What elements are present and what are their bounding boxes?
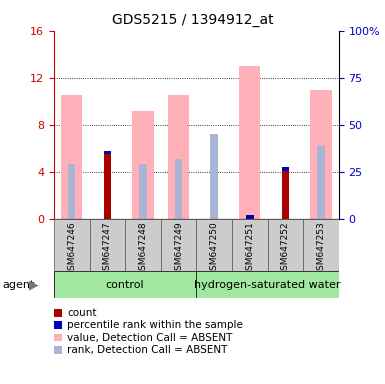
Bar bbox=[303, 219, 339, 271]
Text: count: count bbox=[67, 308, 97, 318]
Text: control: control bbox=[106, 280, 144, 290]
Bar bbox=[61, 95, 82, 219]
Bar bbox=[54, 219, 90, 271]
Bar bbox=[125, 219, 161, 271]
Bar bbox=[196, 271, 339, 298]
Bar bbox=[317, 146, 325, 219]
Bar bbox=[139, 164, 147, 219]
Bar bbox=[104, 154, 111, 219]
Bar bbox=[246, 215, 253, 219]
Bar bbox=[232, 219, 268, 271]
Text: GSM647252: GSM647252 bbox=[281, 222, 290, 276]
Bar bbox=[196, 219, 232, 271]
Text: GSM647248: GSM647248 bbox=[139, 222, 147, 276]
Bar bbox=[68, 164, 75, 219]
Bar bbox=[161, 219, 196, 271]
Bar bbox=[168, 95, 189, 219]
Text: GSM647251: GSM647251 bbox=[245, 222, 254, 276]
Bar bbox=[268, 219, 303, 271]
Text: GSM647247: GSM647247 bbox=[103, 222, 112, 276]
Text: GSM647246: GSM647246 bbox=[67, 222, 76, 276]
Text: agent: agent bbox=[2, 280, 34, 290]
Text: ▶: ▶ bbox=[28, 278, 38, 291]
Text: percentile rank within the sample: percentile rank within the sample bbox=[67, 320, 243, 330]
Bar bbox=[211, 134, 218, 219]
Bar bbox=[282, 170, 289, 219]
Bar bbox=[132, 111, 154, 219]
Text: hydrogen-saturated water: hydrogen-saturated water bbox=[194, 280, 341, 290]
Bar bbox=[54, 271, 196, 298]
Bar bbox=[175, 159, 182, 219]
Bar bbox=[310, 89, 332, 219]
Text: value, Detection Call = ABSENT: value, Detection Call = ABSENT bbox=[67, 333, 233, 343]
Bar bbox=[104, 151, 111, 154]
Text: GSM647250: GSM647250 bbox=[210, 222, 219, 276]
Text: GDS5215 / 1394912_at: GDS5215 / 1394912_at bbox=[112, 13, 273, 27]
Text: rank, Detection Call = ABSENT: rank, Detection Call = ABSENT bbox=[67, 345, 228, 355]
Text: GSM647249: GSM647249 bbox=[174, 222, 183, 276]
Bar bbox=[239, 66, 260, 219]
Text: GSM647253: GSM647253 bbox=[316, 222, 325, 276]
Bar bbox=[282, 167, 289, 170]
Bar bbox=[90, 219, 125, 271]
